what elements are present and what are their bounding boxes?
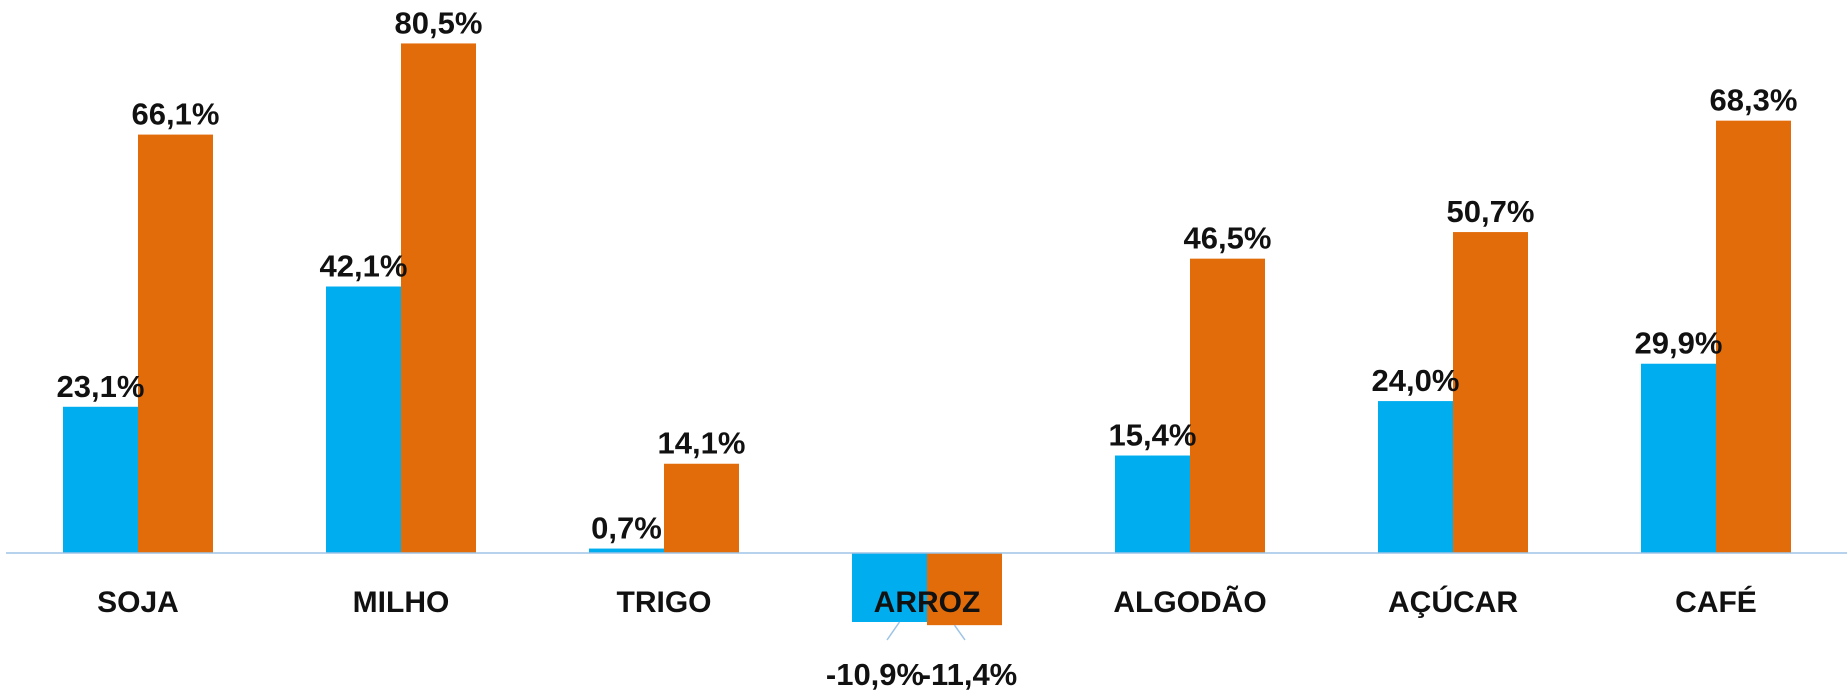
bar-algodão-series-1 <box>1115 455 1190 553</box>
bar-açúcar-series-1 <box>1378 401 1453 553</box>
value-label-soja-series-1: 23,1% <box>57 369 145 404</box>
bar-trigo-series-1 <box>589 548 664 553</box>
value-label-trigo-series-1: 0,7% <box>591 511 662 546</box>
category-label-soja: SOJA <box>97 586 179 619</box>
bars-layer <box>63 43 1791 626</box>
leader-line-arroz-series-2 <box>953 624 966 641</box>
value-label-açúcar-series-2: 50,7% <box>1447 194 1535 229</box>
bar-açúcar-series-2 <box>1453 232 1528 553</box>
value-label-milho-series-1: 42,1% <box>320 249 408 284</box>
labels-layer: 23,1% 66,1% SOJA 42,1% 80,5% MILHO 0,7% 14,1% TR… <box>57 5 1798 692</box>
bar-milho-series-2 <box>401 43 476 554</box>
category-label-algodão: ALGODÃO <box>1113 585 1266 619</box>
value-label-café-series-2: 68,3% <box>1710 83 1798 118</box>
value-label-soja-series-2: 66,1% <box>132 97 220 132</box>
bar-soja-series-1 <box>63 406 138 553</box>
category-label-café: CAFÉ <box>1675 585 1757 619</box>
value-label-açúcar-series-1: 24,0% <box>1372 363 1460 398</box>
value-label-arroz-series-1: -10,9% <box>826 657 924 692</box>
leader-lines-layer <box>886 621 966 641</box>
bar-arroz-series-2 <box>927 553 1002 626</box>
bar-algodão-series-2 <box>1190 258 1265 553</box>
bar-milho-series-1 <box>326 286 401 553</box>
value-label-trigo-series-2: 14,1% <box>658 426 746 461</box>
bar-trigo-series-2 <box>664 463 739 553</box>
category-label-açúcar: AÇÚCAR <box>1388 585 1518 619</box>
bar-soja-series-2 <box>138 134 213 553</box>
category-label-milho: MILHO <box>353 586 450 619</box>
leader-line-arroz-series-1 <box>886 621 901 641</box>
category-label-trigo: TRIGO <box>617 586 712 619</box>
bar-arroz-series-1 <box>852 553 927 622</box>
value-label-algodão-series-1: 15,4% <box>1109 418 1197 453</box>
value-label-arroz-series-2: -11,4% <box>921 657 1018 692</box>
bar-café-series-1 <box>1641 363 1716 553</box>
category-label-arroz: ARROZ <box>874 586 981 619</box>
value-label-café-series-1: 29,9% <box>1635 326 1723 361</box>
value-label-milho-series-2: 80,5% <box>395 5 483 40</box>
bar-café-series-2 <box>1716 120 1791 553</box>
value-label-algodão-series-2: 46,5% <box>1184 221 1272 256</box>
